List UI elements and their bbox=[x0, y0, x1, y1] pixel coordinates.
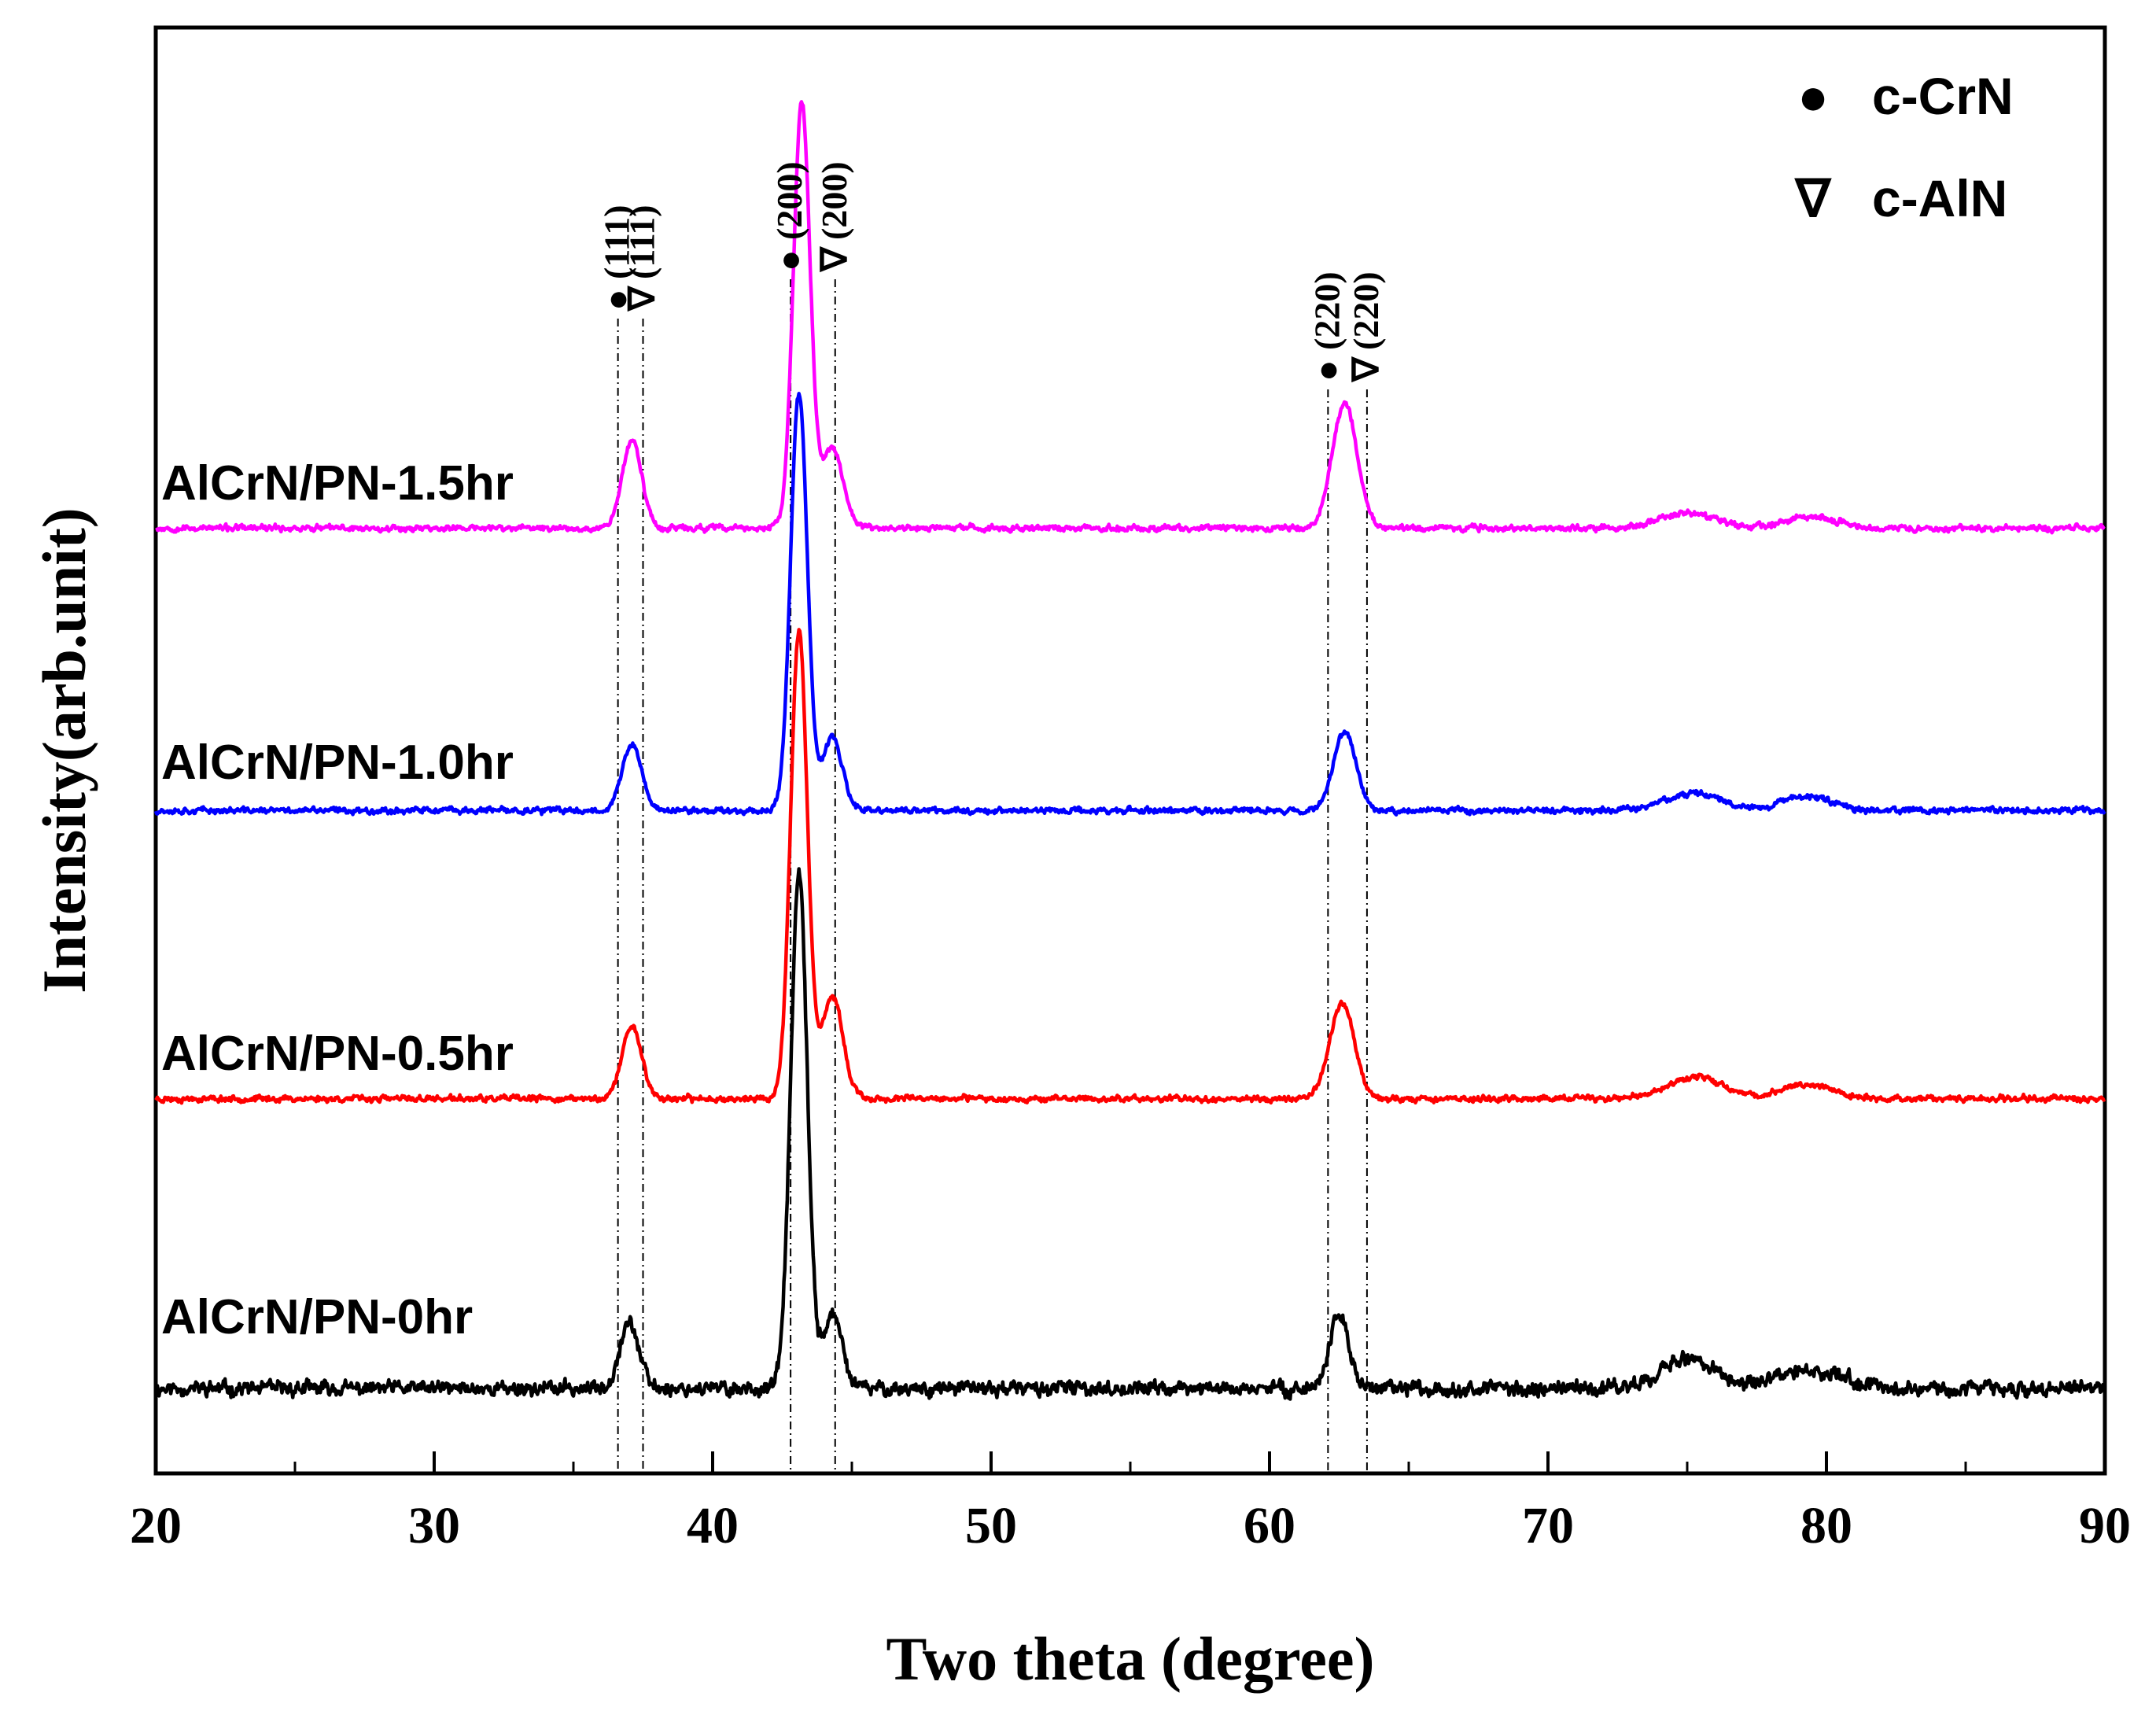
aln-marker: ∇ bbox=[1346, 356, 1386, 383]
hkl-label: (111) bbox=[597, 205, 637, 279]
hkl-label: (220) bbox=[1306, 271, 1347, 350]
hkl-label: (200) bbox=[814, 161, 854, 240]
series-line-2 bbox=[153, 392, 2106, 817]
x-tick-label: 80 bbox=[1800, 1497, 1852, 1554]
x-tick-label: 60 bbox=[1244, 1497, 1295, 1554]
crn-marker: ● bbox=[769, 249, 809, 271]
aln-marker: ∇ bbox=[814, 246, 854, 273]
aln-marker: ∇ bbox=[622, 286, 662, 312]
x-tick-label: 70 bbox=[1522, 1497, 1574, 1554]
x-tick-label: 50 bbox=[965, 1497, 1017, 1554]
series-line-3 bbox=[154, 100, 2106, 535]
hkl-label: (200) bbox=[769, 161, 809, 240]
x-axis-title: Two theta (degree) bbox=[886, 1624, 1375, 1693]
series-label: AlCrN/PN-1.0hr bbox=[161, 736, 514, 790]
x-tick-label: 20 bbox=[130, 1497, 182, 1554]
legend-triangle-icon: ∇ bbox=[1794, 169, 1832, 227]
series-label: AlCrN/PN-1.5hr bbox=[161, 456, 514, 511]
series-line-0 bbox=[154, 867, 2106, 1401]
legend-label: c-CrN bbox=[1872, 67, 2014, 125]
hkl-label: (111) bbox=[622, 205, 662, 279]
legend: ● c-CrN ∇ c-AlN bbox=[1794, 67, 2014, 227]
x-tick-label: 30 bbox=[408, 1497, 460, 1554]
hkl-label: (220) bbox=[1346, 271, 1386, 350]
x-tick-label: 90 bbox=[2079, 1497, 2131, 1554]
x-tick-label: 40 bbox=[687, 1497, 739, 1554]
legend-circle-icon: ● bbox=[1797, 67, 1829, 125]
legend-label: c-AlN bbox=[1872, 169, 2007, 227]
series-line-1 bbox=[154, 628, 2106, 1105]
series-label: AlCrN/PN-0.5hr bbox=[161, 1027, 514, 1081]
y-axis-title: Intensity(arb.unit) bbox=[30, 507, 98, 994]
series-label: AlCrN/PN-0hr bbox=[161, 1290, 473, 1344]
crn-marker: ● bbox=[597, 289, 637, 311]
crn-marker: ● bbox=[1306, 360, 1347, 382]
